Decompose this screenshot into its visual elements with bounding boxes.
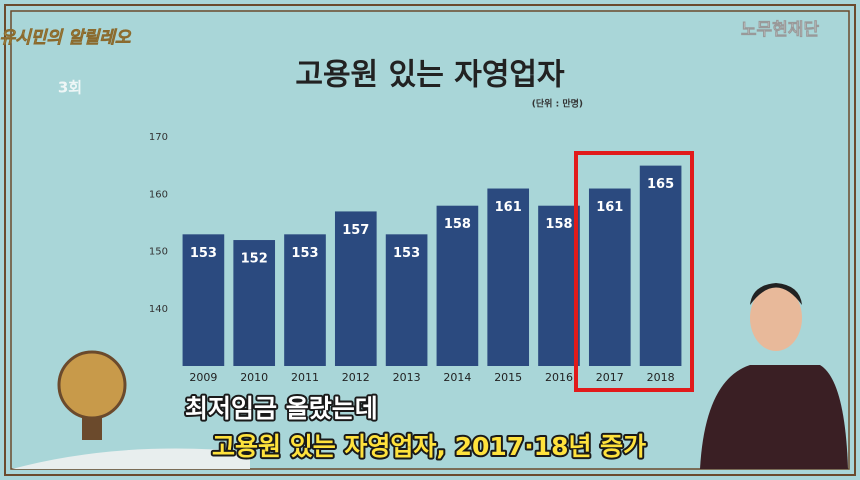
x-tick-label: 2017	[596, 371, 624, 384]
logo-top-right: 노무현재단	[741, 20, 820, 40]
bar	[588, 188, 631, 366]
x-tick-label: 2009	[189, 371, 217, 384]
caption-line-1: 최저임금 올랐는데	[185, 394, 378, 423]
y-tick-label: 160	[149, 189, 168, 200]
bar-value-label: 152	[241, 252, 268, 267]
bar-value-label: 157	[342, 223, 369, 238]
unit-label: (단위 : 만명)	[532, 98, 583, 110]
bar-value-label: 153	[190, 246, 217, 261]
globe	[57, 350, 127, 420]
bar	[639, 165, 682, 366]
presenter-hair	[750, 283, 802, 305]
bar-value-label: 153	[393, 246, 420, 261]
bar-value-label: 161	[495, 200, 522, 215]
globe-stand	[82, 418, 102, 440]
x-tick-label: 2014	[443, 371, 471, 384]
logo-top-left: 유시민의 알릴레오	[0, 28, 132, 48]
bar-value-label: 165	[647, 177, 674, 192]
x-tick-label: 2011	[291, 371, 319, 384]
frame-outer	[4, 4, 856, 476]
x-tick-label: 2010	[240, 371, 268, 384]
x-tick-label: 2018	[647, 371, 675, 384]
bar	[385, 234, 428, 366]
x-tick-label: 2015	[494, 371, 522, 384]
bar	[233, 240, 276, 366]
y-tick-label: 150	[149, 247, 168, 258]
presenter	[700, 283, 848, 469]
bar	[182, 234, 225, 366]
bar	[436, 205, 479, 366]
bar-value-label: 158	[444, 217, 471, 232]
chart-title: 고용원 있는 자영업자	[295, 58, 565, 93]
presenter-face	[750, 285, 802, 351]
x-tick-label: 2012	[342, 371, 370, 384]
frame-inner	[10, 10, 850, 470]
map-decoration	[12, 448, 250, 469]
bar-value-label: 161	[596, 200, 623, 215]
bar-value-label: 153	[291, 246, 318, 261]
bar-value-label: 158	[545, 217, 572, 232]
globe-logo	[57, 350, 127, 440]
x-tick-label: 2013	[393, 371, 421, 384]
y-tick-label: 170	[149, 132, 168, 143]
y-tick-label: 140	[149, 304, 168, 315]
episode-label: 3회	[58, 79, 82, 97]
caption-line-2: 고용원 있는 자영업자, 2017·18년 증가	[212, 432, 646, 461]
bar	[538, 205, 580, 366]
highlight-box	[574, 151, 694, 392]
bar	[487, 188, 530, 366]
bar	[284, 234, 326, 366]
presenter-body	[700, 365, 848, 469]
bar	[334, 211, 377, 366]
x-tick-label: 2016	[545, 371, 573, 384]
